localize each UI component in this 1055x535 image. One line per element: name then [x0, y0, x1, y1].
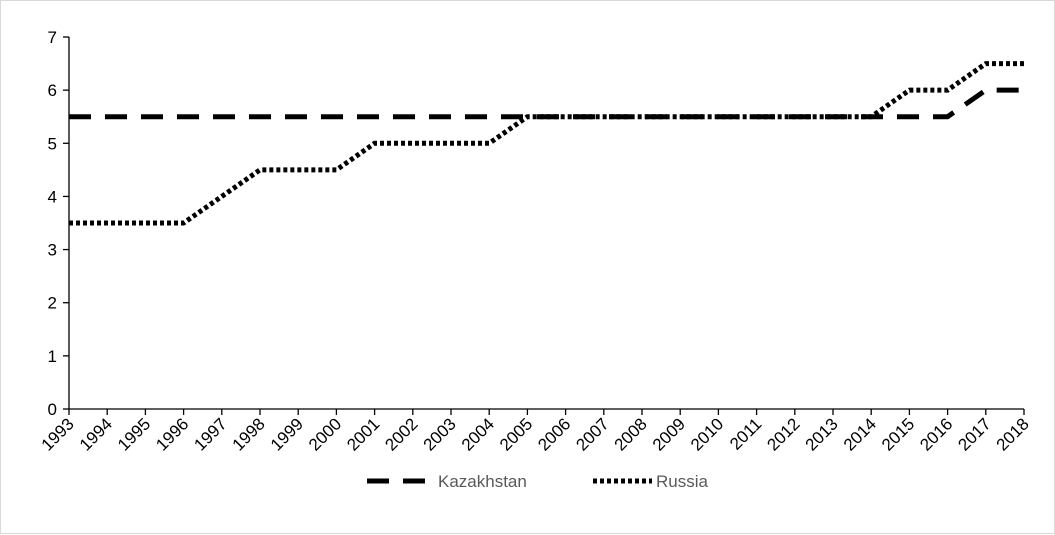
x-tick-label: 2015	[878, 414, 918, 454]
x-tick-label: 2002	[381, 414, 421, 454]
x-tick-label: 1999	[267, 414, 307, 454]
x-tick-label: 1997	[190, 414, 230, 454]
x-tick-label: 2006	[534, 414, 574, 454]
x-tick-label: 2008	[611, 414, 651, 454]
y-tick-label: 1	[48, 347, 57, 366]
y-tick-label: 0	[48, 400, 57, 419]
x-tick-label: 2016	[916, 414, 956, 454]
x-tick-label: 2004	[458, 414, 498, 454]
x-tick-label: 2009	[649, 414, 689, 454]
y-tick-label: 5	[48, 134, 57, 153]
x-tick-label: 2003	[420, 414, 460, 454]
x-tick-label: 2011	[726, 414, 765, 453]
series-line-kazakhstan	[69, 87, 1024, 120]
series-line-russia	[69, 61, 1024, 226]
x-tick-label: 1993	[38, 414, 78, 454]
y-tick-label: 4	[48, 187, 57, 206]
y-tick-label: 3	[48, 241, 57, 260]
x-tick-label: 1995	[114, 414, 154, 454]
x-tick-label: 2014	[840, 414, 880, 454]
x-tick-label: 1994	[76, 414, 116, 454]
y-tick-label: 2	[48, 294, 57, 313]
x-tick-label: 2001	[343, 414, 383, 454]
x-tick-label: 2007	[572, 414, 612, 454]
x-tick-label: 2000	[305, 414, 345, 454]
x-tick-label: 2013	[802, 414, 842, 454]
legend-label-russia: Russia	[656, 472, 709, 491]
x-tick-label: 1998	[229, 414, 269, 454]
legend-label-kazakhstan: Kazakhstan	[438, 472, 527, 491]
x-tick-label: 2018	[993, 414, 1033, 454]
y-tick-label: 7	[48, 28, 57, 47]
x-tick-label: 2012	[763, 414, 803, 454]
x-tick-label: 2010	[687, 414, 727, 454]
x-tick-label: 1996	[152, 414, 192, 454]
y-tick-label: 6	[48, 81, 57, 100]
x-tick-label: 2017	[954, 414, 994, 454]
x-tick-label: 2005	[496, 414, 536, 454]
